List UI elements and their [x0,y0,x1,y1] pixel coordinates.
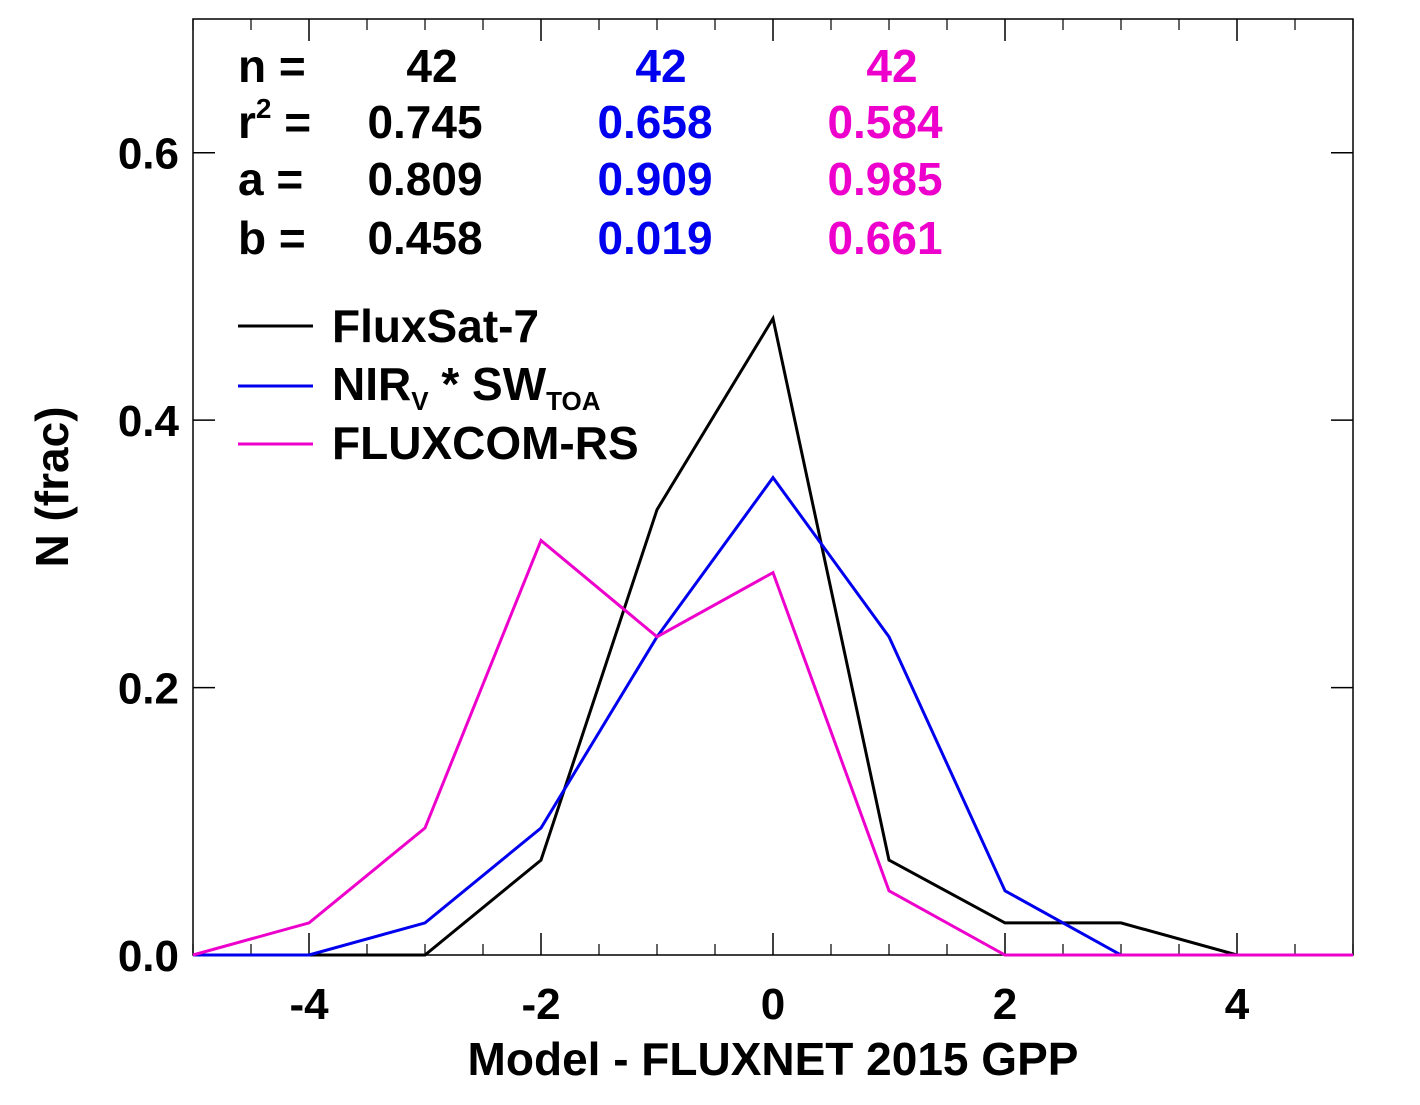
legend-label-nirv-sub: V [411,386,429,416]
x-tick-label: 4 [1225,980,1250,1029]
stats-column-nirv: 42 0.658 0.909 0.019 [597,40,712,264]
series-lines [192,314,1353,957]
series-line-fluxsat-7 [193,314,1353,957]
stat-label-r2-eq: = [271,96,311,148]
legend: FluxSat-7 NIRV * SWTOA FLUXCOM-RS [238,300,639,469]
x-tick-label: 2 [993,980,1017,1029]
stats-block: n = r2 = a = b = 42 0.745 0.809 0.458 42… [238,40,943,264]
y-tick-label: 0.0 [118,932,179,981]
stat-b-nirv: 0.019 [597,212,712,264]
stat-n-fluxcom: 42 [866,40,917,92]
x-axis-title: Model - FLUXNET 2015 GPP [468,1033,1079,1085]
axis-tick-labels: -4 -2 0 2 4 0.0 0.2 0.4 0.6 [118,130,1250,1029]
stat-a-fluxcom: 0.985 [827,153,942,205]
legend-label-nirv-sub2: TOA [546,386,601,416]
stats-column-fluxcom: 42 0.584 0.985 0.661 [827,40,943,264]
series-line-fluxcom-rs [192,538,1353,957]
stat-label-b: b = [238,212,306,264]
stat-n-nirv: 42 [635,40,686,92]
stat-b-fluxsat: 0.458 [367,212,482,264]
y-tick-label: 0.6 [118,130,179,179]
stat-label-n: n = [238,40,306,92]
legend-label-nirv: NIRV * SWTOA [332,358,601,416]
stats-column-fluxsat: 42 0.745 0.809 0.458 [367,40,482,264]
stat-label-r2-sup: 2 [256,93,272,124]
x-tick-label: 0 [761,980,785,1029]
y-tick-label: 0.4 [118,397,180,446]
x-tick-label: -4 [289,980,329,1029]
y-axis-title: N (frac) [26,406,78,567]
x-tick-label: -2 [521,980,560,1029]
legend-label-nirv-mid: * SW [429,358,547,410]
stat-a-fluxsat: 0.809 [367,153,482,205]
stat-label-r2-base: r [238,96,256,148]
stat-r2-fluxsat: 0.745 [367,96,482,148]
stat-label-a: a = [238,153,303,205]
stat-r2-nirv: 0.658 [597,96,712,148]
legend-label-fluxsat: FluxSat-7 [332,300,539,352]
stat-label-r2: r2 = [238,93,311,148]
y-tick-label: 0.2 [118,665,179,714]
legend-label-fluxcom: FLUXCOM-RS [332,417,639,469]
legend-label-nirv-base: NIR [332,358,411,410]
stat-b-fluxcom: 0.661 [827,212,942,264]
stat-r2-fluxcom: 0.584 [827,96,943,148]
stat-a-nirv: 0.909 [597,153,712,205]
series-line-nir [193,475,1353,957]
stat-n-fluxsat: 42 [406,40,457,92]
